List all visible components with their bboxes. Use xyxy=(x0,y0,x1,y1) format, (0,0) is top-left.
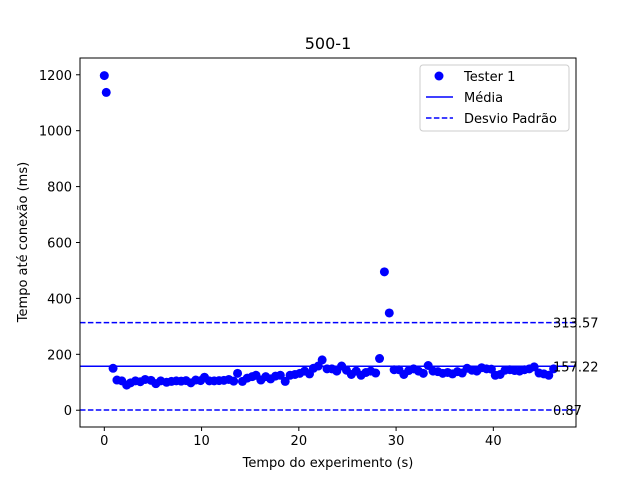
y-axis-label: Tempo até conexão (ms) xyxy=(16,162,31,323)
data-point xyxy=(529,362,539,372)
y-tick-label: 400 xyxy=(47,292,72,307)
x-tick-label: 30 xyxy=(388,434,405,449)
data-point xyxy=(549,364,559,374)
y-tick-label: 0 xyxy=(64,404,72,419)
legend-label-tester: Tester 1 xyxy=(463,70,515,85)
data-point xyxy=(375,354,385,364)
data-point xyxy=(371,368,381,378)
line-value-annotation: 0.87 xyxy=(553,404,582,419)
data-point xyxy=(280,376,290,386)
x-tick-label: 20 xyxy=(291,434,308,449)
chart-title: 500-1 xyxy=(305,34,352,53)
legend: Tester 1 Média Desvio Padrão xyxy=(419,64,570,132)
x-axis: 0 10 20 30 40 xyxy=(100,427,502,449)
y-axis: 0 200 400 600 800 1000 1200 xyxy=(39,69,80,419)
plot-area xyxy=(80,71,576,411)
data-point xyxy=(229,376,239,386)
line-value-annotation: 313.57 xyxy=(553,317,599,332)
y-tick-label: 800 xyxy=(47,181,72,196)
annotations: 313.57 157.22 0.87 xyxy=(553,317,599,419)
data-point xyxy=(108,363,118,373)
data-point xyxy=(379,267,389,277)
data-point xyxy=(275,370,285,380)
x-axis-label: Tempo do experimento (s) xyxy=(242,456,414,471)
line-value-annotation: 157.22 xyxy=(553,360,599,375)
data-point xyxy=(384,308,394,318)
data-point xyxy=(233,368,243,378)
y-tick-label: 1000 xyxy=(39,125,72,140)
data-point xyxy=(317,355,327,365)
y-tick-label: 600 xyxy=(47,237,72,252)
y-tick-label: 200 xyxy=(47,348,72,363)
legend-label-mean: Média xyxy=(464,91,503,106)
legend-marker-scatter xyxy=(434,71,444,81)
x-tick-label: 10 xyxy=(193,434,210,449)
data-point xyxy=(101,87,111,97)
y-tick-label: 1200 xyxy=(39,69,72,84)
data-point xyxy=(418,368,428,378)
data-point xyxy=(99,71,109,81)
legend-box xyxy=(419,64,570,132)
x-tick-label: 40 xyxy=(485,434,502,449)
x-tick-label: 0 xyxy=(100,434,108,449)
legend-label-stddev: Desvio Padrão xyxy=(464,112,557,127)
data-point xyxy=(544,370,554,380)
